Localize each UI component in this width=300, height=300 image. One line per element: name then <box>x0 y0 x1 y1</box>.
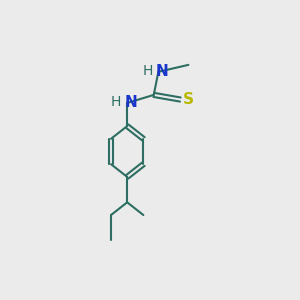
Text: N: N <box>124 95 137 110</box>
Text: S: S <box>183 92 194 107</box>
Text: H: H <box>142 64 153 78</box>
Text: H: H <box>111 95 122 109</box>
Text: N: N <box>156 64 168 79</box>
